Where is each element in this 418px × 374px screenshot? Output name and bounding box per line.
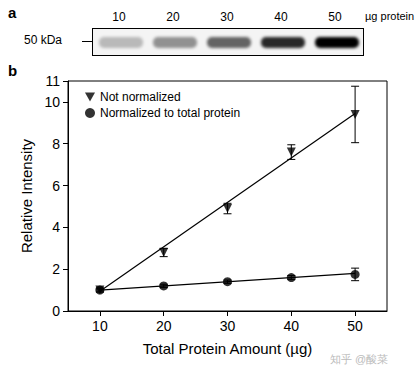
html-text:50 kDa: 50 kDa: [24, 33, 62, 47]
svg-text:Not normalized: Not normalized: [100, 90, 181, 104]
svg-text:10: 10: [44, 94, 60, 110]
html-text:30: 30: [220, 10, 234, 24]
html-text:40: 40: [274, 10, 288, 24]
svg-text:30: 30: [220, 318, 236, 334]
svg-text:2: 2: [52, 261, 60, 277]
svg-text:Total Protein Amount (µg): Total Protein Amount (µg): [143, 340, 313, 357]
svg-text:8: 8: [52, 136, 60, 152]
html-text:a: a: [8, 4, 17, 21]
svg-text:10: 10: [92, 318, 108, 334]
svg-text:4: 4: [52, 219, 60, 235]
html-text:µg protein: µg protein: [365, 10, 415, 22]
svg-text:Relative Intensity: Relative Intensity: [18, 138, 35, 253]
html-text:b: b: [8, 62, 18, 79]
html-text:知乎 @酸菜: 知乎 @酸菜: [330, 353, 389, 365]
svg-text:Normalized to total protein: Normalized to total protein: [100, 106, 240, 120]
html-text:10: 10: [112, 10, 126, 24]
svg-text:40: 40: [284, 318, 300, 334]
html-text:50: 50: [328, 10, 342, 24]
svg-text:50: 50: [347, 318, 363, 334]
svg-text:20: 20: [156, 318, 172, 334]
svg-text:11: 11: [45, 73, 60, 89]
svg-text:0: 0: [52, 303, 60, 319]
svg-text:6: 6: [52, 178, 60, 194]
html-text:20: 20: [166, 10, 180, 24]
